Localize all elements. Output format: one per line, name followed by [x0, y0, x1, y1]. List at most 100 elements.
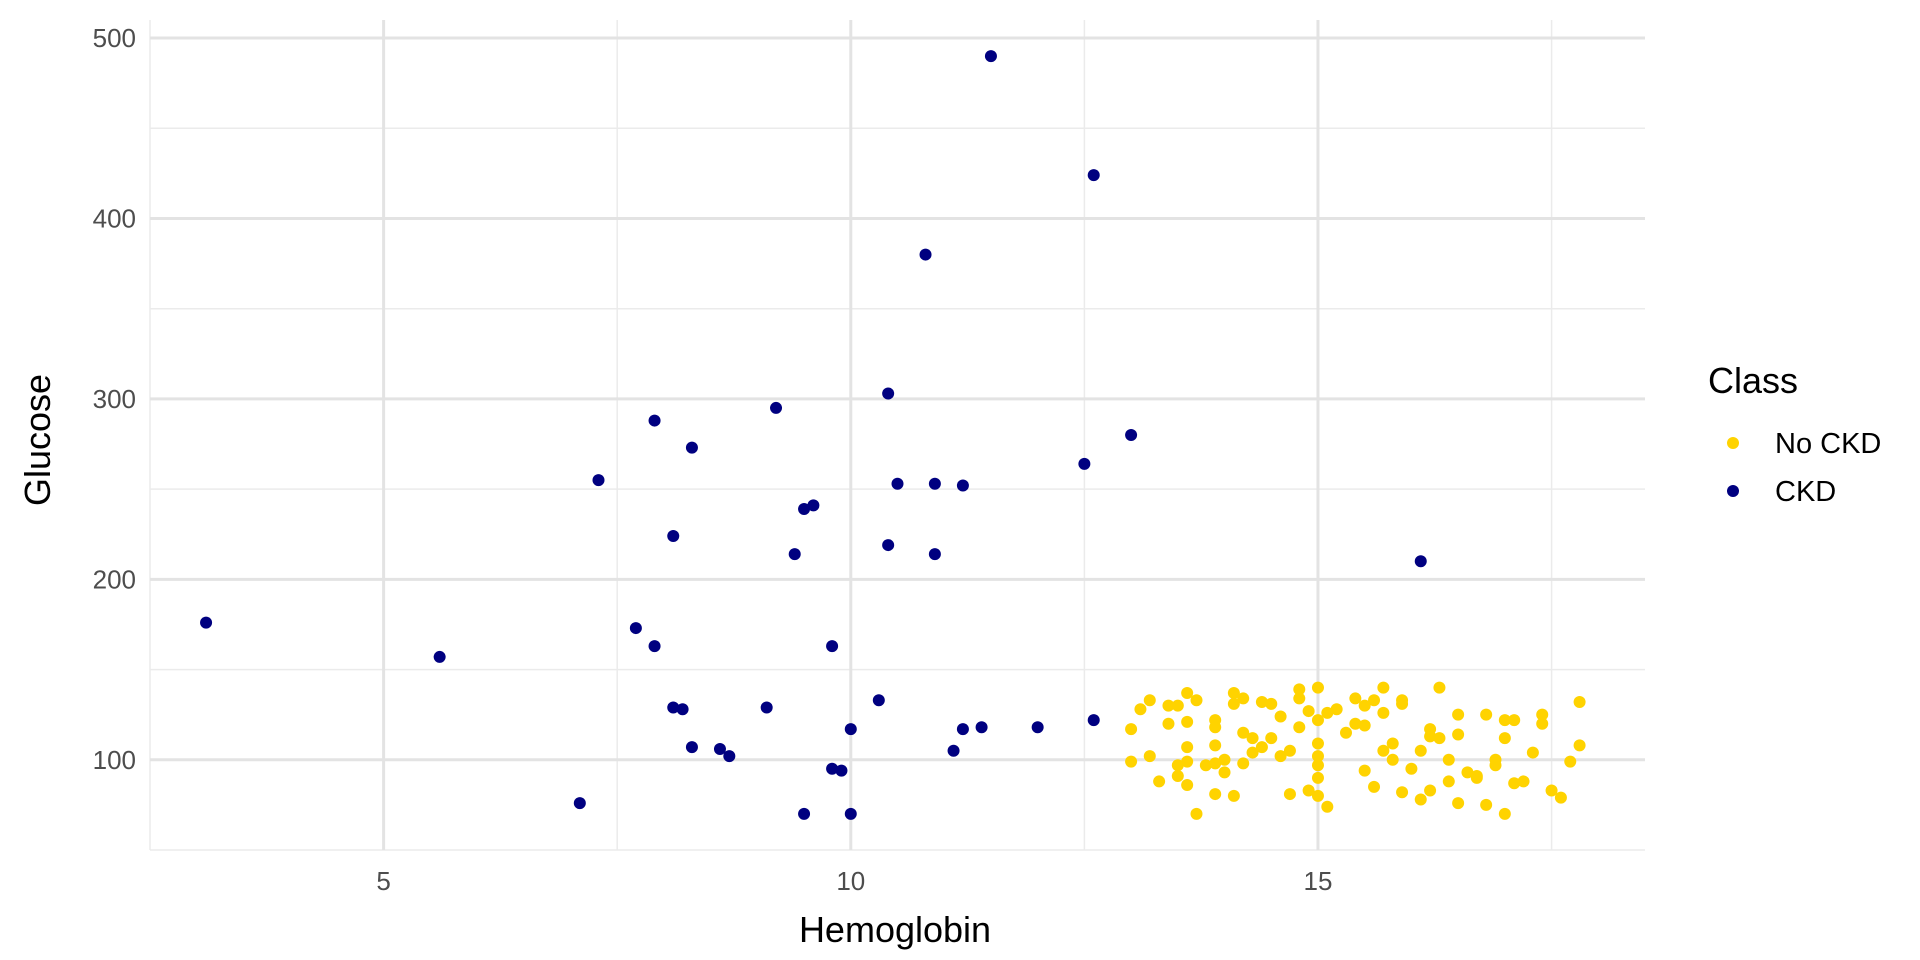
ckd-point: [928, 477, 941, 490]
ckd-point: [667, 530, 680, 543]
no-ckd-point: [1349, 692, 1362, 705]
no-ckd-point: [1311, 759, 1324, 772]
no-ckd-point: [1255, 696, 1268, 709]
no-ckd-point: [1536, 708, 1549, 721]
no-ckd-point: [1311, 737, 1324, 750]
no-ckd-point: [1181, 741, 1194, 754]
no-ckd-point: [1377, 681, 1390, 694]
no-ckd-point: [1162, 699, 1175, 712]
no-ckd-point: [1330, 703, 1343, 716]
no-ckd-point: [1246, 732, 1259, 745]
no-ckd-point: [1358, 699, 1371, 712]
no-ckd-point: [1358, 764, 1371, 777]
ckd-point: [956, 723, 969, 736]
no-ckd-point: [1368, 694, 1381, 707]
no-ckd-point: [1442, 753, 1455, 766]
no-ckd-point: [1461, 766, 1474, 779]
no-ckd-point: [1424, 723, 1437, 736]
ckd-point: [1414, 555, 1427, 568]
no-ckd-point: [1442, 775, 1455, 788]
y-tick-label: 300: [93, 384, 136, 414]
ckd-point: [667, 701, 680, 714]
ckd-point: [1087, 714, 1100, 727]
no-ckd-point: [1283, 744, 1296, 757]
no-ckd-point: [1255, 741, 1268, 754]
no-ckd-point: [1246, 746, 1259, 759]
ckd-point: [648, 414, 661, 427]
no-ckd-point: [1181, 779, 1194, 792]
no-ckd-point: [1396, 786, 1409, 799]
no-ckd-point: [1311, 750, 1324, 763]
ckd-point: [956, 479, 969, 492]
no-ckd-point: [1293, 692, 1306, 705]
ckd-point: [872, 694, 885, 707]
ckd-point: [648, 640, 661, 653]
no-ckd-point: [1396, 697, 1409, 710]
no-ckd-point: [1181, 715, 1194, 728]
ckd-point: [947, 744, 960, 757]
ckd-point: [882, 387, 895, 400]
ckd-point: [629, 622, 642, 635]
ckd-point: [723, 750, 736, 763]
no-ckd-point: [1274, 750, 1287, 763]
ckd-point: [200, 616, 213, 629]
no-ckd-point: [1311, 771, 1324, 784]
no-ckd-point: [1321, 706, 1334, 719]
no-ckd-point: [1480, 798, 1493, 811]
no-ckd-point: [1283, 788, 1296, 801]
no-ckd-point: [1171, 759, 1184, 772]
legend-label-no-ckd: No CKD: [1775, 428, 1881, 460]
y-tick-label: 400: [93, 203, 136, 233]
ckd-point: [844, 723, 857, 736]
ckd-point: [826, 762, 839, 775]
no-ckd-point: [1134, 703, 1147, 716]
ckd-point: [984, 50, 997, 63]
no-ckd-point: [1564, 755, 1577, 768]
no-ckd-point: [1368, 780, 1381, 793]
legend: Class No CKD CKD: [1708, 360, 1881, 508]
no-ckd-point: [1143, 750, 1156, 763]
no-ckd-point: [1265, 732, 1278, 745]
ckd-point: [928, 548, 941, 561]
ckd-point: [826, 640, 839, 653]
ckd-point: [1087, 169, 1100, 182]
no-ckd-point: [1517, 775, 1530, 788]
no-ckd-point: [1227, 697, 1240, 710]
ckd-point: [844, 807, 857, 820]
no-ckd-point: [1573, 739, 1586, 752]
no-ckd-point: [1321, 800, 1334, 813]
minor-gridlines: [149, 20, 1645, 851]
no-ckd-point: [1536, 717, 1549, 730]
no-ckd-point: [1209, 757, 1222, 770]
legend-key-no-ckd: [1727, 437, 1739, 449]
no-ckd-point: [1190, 694, 1203, 707]
ckd-point: [1031, 721, 1044, 734]
no-ckd-point: [1237, 692, 1250, 705]
no-ckd-point: [1302, 705, 1315, 718]
ckd-point: [1125, 429, 1138, 441]
ckd-point: [760, 701, 773, 714]
no-ckd-point: [1162, 717, 1175, 730]
no-ckd-point: [1508, 714, 1521, 727]
data-points: [200, 50, 1586, 820]
ckd-point: [685, 741, 698, 754]
no-ckd-point: [1265, 697, 1278, 710]
no-ckd-point: [1227, 687, 1240, 700]
no-ckd-point: [1452, 708, 1465, 721]
y-tick-label: 100: [93, 745, 136, 775]
x-tick-label: 5: [376, 866, 390, 896]
ckd-point: [433, 650, 446, 663]
no-ckd-point: [1293, 721, 1306, 734]
no-ckd-point: [1171, 770, 1184, 783]
no-ckd-point: [1377, 706, 1390, 719]
ckd-point: [919, 248, 932, 261]
no-ckd-point: [1386, 737, 1399, 750]
no-ckd-point: [1489, 759, 1502, 772]
no-ckd-point: [1293, 683, 1306, 696]
no-ckd-point: [1498, 807, 1511, 820]
no-ckd-point: [1414, 744, 1427, 757]
no-ckd-point: [1340, 726, 1352, 739]
ckd-point: [891, 477, 904, 490]
no-ckd-point: [1470, 771, 1483, 784]
